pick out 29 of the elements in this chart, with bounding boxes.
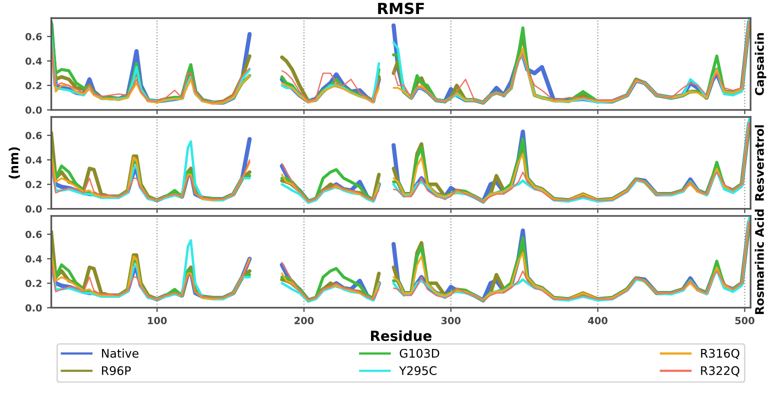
y-tick-label: 0.2 [25,82,42,90]
y-tick-label: 0.6 [25,32,42,40]
legend-label: G103D [400,348,440,358]
legend-label: Native [102,348,138,358]
x-tick-label: 100 [148,316,167,324]
y-tick-label: 0.0 [25,106,42,114]
y-tick-label: 0.0 [25,205,42,213]
y-tick-label: 0.6 [25,132,42,140]
y2-axis-title: Resveratrol [754,125,764,200]
x-axis-title: Residue [371,330,432,342]
y-tick-label: 0.4 [25,255,42,263]
y-tick-label: 0.2 [25,280,42,288]
y-tick-label: 0.4 [25,57,42,65]
chart-title: RMSF [378,2,424,14]
x-tick-label: 400 [588,316,608,324]
y-axis-title: (nm) [8,147,20,179]
y2-axis-title: Rosmarinic Acid [754,210,764,314]
x-tick-label: 500 [735,316,754,324]
y-tick-label: 0.6 [25,230,42,238]
y-tick-label: 0.2 [25,180,42,188]
legend-label: R322Q [701,366,740,376]
x-tick-label: 300 [441,316,461,324]
y2-axis-title: Capsaicin [754,33,766,96]
legend-label: R316Q [701,348,740,360]
legend-label: Y295C [399,366,436,376]
y-tick-label: 0.0 [25,304,42,312]
y-tick-label: 0.4 [25,156,42,164]
x-tick-label: 200 [294,316,314,324]
legend-label: R96P [102,366,131,376]
